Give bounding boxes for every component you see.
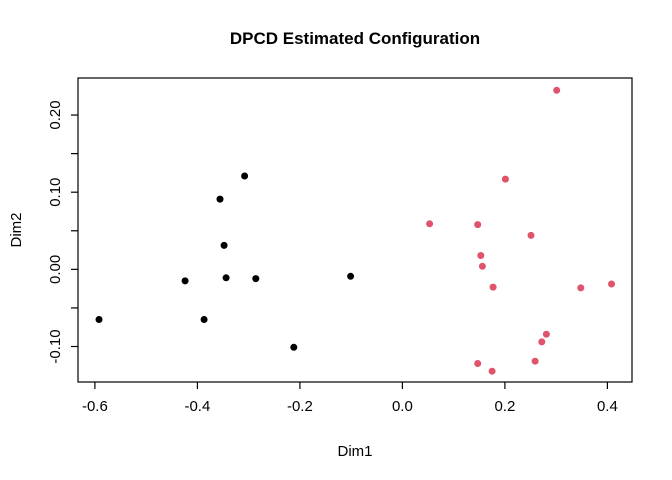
- data-point-cluster-1: [216, 195, 224, 203]
- plot-box: [77, 77, 633, 383]
- x-axis-label: Dim1: [337, 443, 372, 460]
- data-point-cluster-1: [95, 316, 103, 323]
- data-point-cluster-2: [474, 221, 482, 229]
- data-point-cluster-2: [474, 360, 482, 367]
- data-point-cluster-2: [608, 280, 615, 288]
- data-point-cluster-2: [538, 338, 546, 346]
- y-tick-label: 0.20: [47, 100, 64, 129]
- y-axis-label: Dim2: [8, 212, 25, 247]
- data-point-cluster-2: [542, 330, 550, 338]
- data-point-cluster-1: [252, 275, 260, 283]
- plot-area: -0.6 -0.4 -0.2 0.0 0.2 0.4 0.20 0.10 0.00 -0.10: [47, 77, 633, 415]
- data-point-cluster-2: [477, 252, 485, 259]
- x-tick-label: 0.0: [392, 398, 413, 415]
- data-point-cluster-1: [222, 274, 230, 282]
- data-point-cluster-2: [478, 262, 486, 270]
- data-point-cluster-2: [426, 220, 434, 228]
- data-point-cluster-2: [527, 231, 535, 239]
- data-point-cluster-2: [553, 86, 561, 94]
- data-point-cluster-2: [531, 357, 539, 365]
- data-point-cluster-1: [200, 316, 208, 323]
- y-tick-label: 0.10: [47, 178, 64, 207]
- chart-title: DPCD Estimated Configuration: [230, 29, 480, 48]
- data-point-cluster-1: [347, 272, 355, 280]
- y-tick-label: -0.10: [47, 329, 64, 363]
- data-point-cluster-2: [577, 284, 585, 292]
- data-point-cluster-2: [488, 367, 496, 375]
- data-point-cluster-1: [220, 241, 228, 249]
- data-point-cluster-2: [501, 175, 509, 183]
- data-point-cluster-1: [181, 277, 189, 285]
- y-tick-label: 0.00: [47, 255, 64, 284]
- x-tick-label: -0.6: [82, 398, 108, 415]
- data-point-cluster-2: [489, 283, 497, 291]
- data-point-cluster-1: [241, 172, 249, 180]
- x-tick-label: -0.4: [184, 398, 210, 415]
- data-point-cluster-1: [290, 343, 298, 351]
- x-tick-label: 0.4: [597, 398, 618, 415]
- x-tick-label: -0.2: [287, 398, 313, 415]
- x-tick-label: 0.2: [494, 398, 515, 415]
